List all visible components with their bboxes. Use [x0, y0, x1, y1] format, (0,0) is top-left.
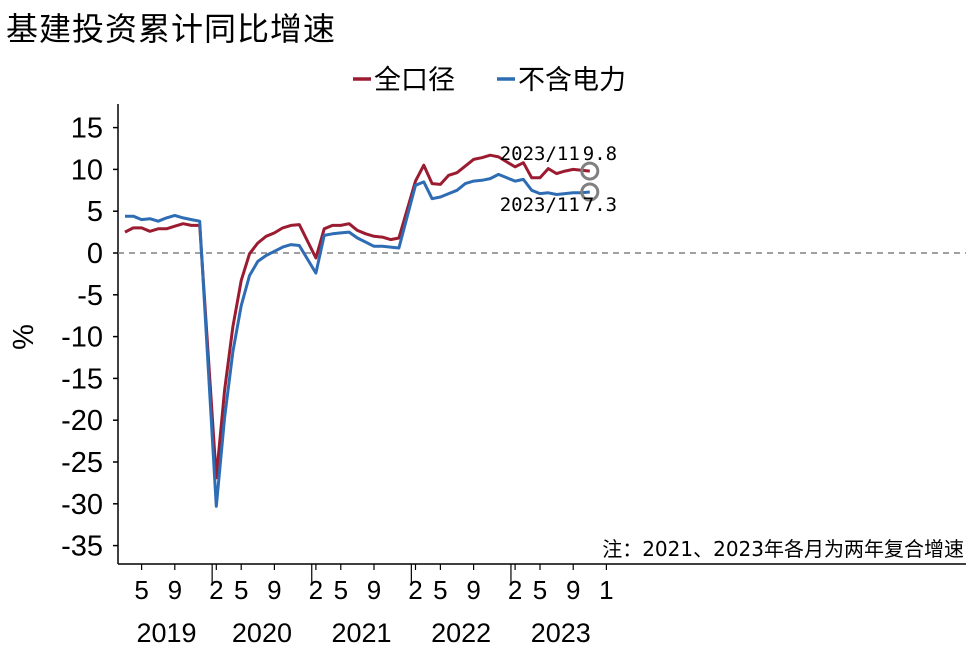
- annotation-value: 7.3: [583, 194, 617, 216]
- y-axis-label: %: [8, 324, 40, 350]
- x-tick-label: 9: [168, 575, 182, 605]
- x-tick-label: 5: [134, 575, 148, 605]
- x-tick-label: 9: [566, 575, 580, 605]
- y-axis: 15 10 5 0 -5 -10 -15 -20 -25 -30 -35: [61, 104, 119, 564]
- annotation-value: 9.8: [583, 143, 617, 165]
- x-tick-label: 5: [334, 575, 348, 605]
- y-tick-label: 5: [87, 196, 103, 228]
- x-year-label: 2019: [136, 618, 196, 648]
- annotation-date: 2023/11: [500, 194, 580, 216]
- x-tick-label: 2: [209, 575, 223, 605]
- y-tick-label: -25: [61, 447, 103, 479]
- x-tick-label: 2: [309, 575, 323, 605]
- x-tick-label: 5: [234, 575, 248, 605]
- chart-note: 注：2021、2023年各月为两年复合增速: [602, 537, 964, 561]
- x-tick-label: 1: [599, 575, 613, 605]
- y-tick-label: 15: [71, 113, 103, 145]
- x-tick-label: 2: [408, 575, 422, 605]
- x-tick-label: 9: [267, 575, 281, 605]
- legend: 全口径 不含电力: [353, 65, 626, 96]
- series-line-ex-power: [125, 172, 590, 508]
- y-tick-label: -30: [61, 489, 103, 521]
- x-tick-label: 9: [466, 575, 480, 605]
- series-lines: [124, 153, 590, 508]
- chart-title: 基建投资累计同比增速: [6, 10, 337, 48]
- legend-label-ex-power: 不含电力: [518, 65, 626, 96]
- y-tick-label: -10: [61, 322, 103, 354]
- x-tick-label: 9: [367, 575, 381, 605]
- x-tick-label: 5: [433, 575, 447, 605]
- end-point-marker: [580, 182, 600, 202]
- end-point-marker: [580, 161, 600, 181]
- annotation-date: 2023/11: [500, 143, 580, 165]
- y-tick-label: 0: [87, 238, 103, 270]
- x-tick-label: 5: [533, 575, 547, 605]
- x-tick-label: 2: [508, 575, 522, 605]
- legend-label-total: 全口径: [374, 65, 455, 96]
- y-tick-label: -15: [61, 363, 103, 395]
- y-tick-label: 10: [71, 154, 103, 186]
- series-line-total: [124, 153, 590, 480]
- y-tick-label: -20: [61, 405, 103, 437]
- x-year-label: 2021: [332, 618, 392, 648]
- y-tick-label: -35: [61, 531, 103, 563]
- x-year-label: 2023: [531, 618, 591, 648]
- x-year-label: 2020: [232, 618, 292, 648]
- y-tick-label: -5: [77, 280, 103, 312]
- x-year-label: 2022: [431, 618, 491, 648]
